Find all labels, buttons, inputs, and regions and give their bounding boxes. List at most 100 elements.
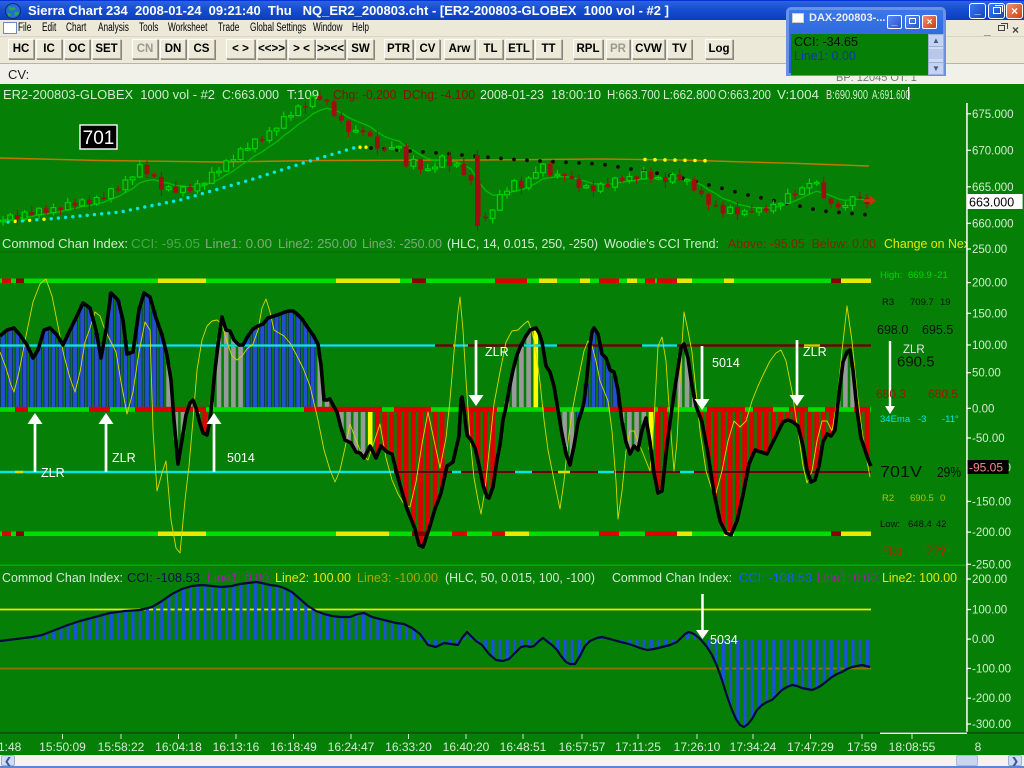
svg-text:ZLR: ZLR bbox=[112, 451, 136, 465]
svg-text:ZLR: ZLR bbox=[485, 345, 509, 359]
svg-text:680.3: 680.3 bbox=[876, 387, 906, 401]
svg-text:Commod Chan Index:: Commod Chan Index: bbox=[2, 237, 128, 251]
svg-text:18:00:10: 18:00:10 bbox=[551, 87, 601, 102]
svg-text:250.00: 250.00 bbox=[972, 244, 1007, 256]
svg-text:5014: 5014 bbox=[712, 356, 740, 370]
svg-text:1:48: 1:48 bbox=[0, 740, 22, 754]
svg-text:R3: R3 bbox=[882, 297, 894, 308]
svg-text:Woodie's CCI Trend:: Woodie's CCI Trend: bbox=[604, 237, 719, 251]
svg-text:16:33:20: 16:33:20 bbox=[385, 740, 432, 754]
svg-text:16:57:57: 16:57:57 bbox=[559, 740, 606, 754]
svg-text:-150.00: -150.00 bbox=[972, 496, 1011, 508]
svg-text:CCI: -108.53: CCI: -108.53 bbox=[127, 571, 200, 585]
svg-text:-200.00: -200.00 bbox=[972, 527, 1011, 539]
svg-text:C:663.000: C:663.000 bbox=[222, 87, 279, 102]
svg-text:2008-01-23: 2008-01-23 bbox=[480, 87, 544, 102]
svg-text:ZLR: ZLR bbox=[803, 345, 827, 359]
svg-text:-11°: -11° bbox=[942, 414, 959, 425]
svg-text:-50.00: -50.00 bbox=[972, 433, 1005, 445]
svg-text:690.5: 690.5 bbox=[910, 493, 934, 504]
svg-text:690.5: 690.5 bbox=[897, 354, 935, 371]
svg-text:100.00: 100.00 bbox=[972, 605, 1007, 617]
svg-text:CCI: -95.05: CCI: -95.05 bbox=[131, 237, 200, 251]
svg-text:16:40:20: 16:40:20 bbox=[443, 740, 490, 754]
svg-text:ZLR: ZLR bbox=[903, 344, 925, 356]
svg-text:V:1004: V:1004 bbox=[777, 87, 819, 102]
svg-text:0: 0 bbox=[940, 493, 945, 504]
svg-text:-300.00: -300.00 bbox=[972, 719, 1011, 731]
svg-text:-3: -3 bbox=[918, 414, 926, 425]
svg-text:150.00: 150.00 bbox=[972, 308, 1007, 320]
svg-text:200.00: 200.00 bbox=[972, 278, 1007, 290]
svg-text:29%: 29% bbox=[937, 464, 961, 481]
svg-text:17:59: 17:59 bbox=[847, 740, 877, 754]
svg-text:0.00: 0.00 bbox=[972, 403, 994, 415]
svg-text:Line1: 0.00: Line1: 0.00 bbox=[817, 571, 877, 585]
svg-text:Line2: 250.00: Line2: 250.00 bbox=[278, 237, 357, 251]
svg-text:L:662.800: L:662.800 bbox=[663, 87, 716, 102]
svg-text:Chg: -0.200 DChg: -4.100: Chg: -0.200 DChg: -4.100 bbox=[333, 87, 475, 102]
svg-text:-21: -21 bbox=[934, 270, 948, 281]
svg-text:Flat: Flat bbox=[882, 544, 903, 558]
svg-text:680.5: 680.5 bbox=[928, 387, 958, 401]
svg-text:16:24:47: 16:24:47 bbox=[328, 740, 375, 754]
svg-text:17:26:10: 17:26:10 bbox=[674, 740, 721, 754]
svg-text:15:50:09: 15:50:09 bbox=[39, 740, 86, 754]
svg-text:648.4: 648.4 bbox=[908, 519, 932, 530]
svg-text:Above: -95.05 Below: 0.00: Above: -95.05 Below: 0.00 bbox=[728, 237, 876, 251]
svg-text:698.0: 698.0 bbox=[877, 323, 908, 337]
svg-text:42: 42 bbox=[936, 519, 947, 530]
svg-text:17:34:24: 17:34:24 bbox=[730, 740, 777, 754]
svg-text:663.000: 663.000 bbox=[969, 196, 1014, 210]
svg-text:Line1: 0.00: Line1: 0.00 bbox=[205, 237, 272, 251]
svg-text:34Ema: 34Ema bbox=[880, 414, 911, 425]
svg-text:Commod Chan Index:: Commod Chan Index: bbox=[2, 571, 123, 585]
svg-text:669.9: 669.9 bbox=[908, 270, 932, 281]
svg-text:17:47:29: 17:47:29 bbox=[787, 740, 834, 754]
svg-text:ER2-200803-GLOBEX 1000 vol -: ER2-200803-GLOBEX 1000 vol - #2 bbox=[3, 87, 215, 102]
svg-text:(HLC, 50, 0.015, 100, -100): (HLC, 50, 0.015, 100, -100) bbox=[445, 571, 595, 585]
svg-text:-250.00: -250.00 bbox=[972, 559, 1011, 571]
svg-text:0.00: 0.00 bbox=[972, 634, 994, 646]
svg-text:A:691.600: A:691.600 bbox=[872, 87, 910, 102]
svg-text:O:663.200: O:663.200 bbox=[718, 87, 771, 102]
svg-text:8: 8 bbox=[975, 740, 982, 754]
svg-text:665.000: 665.000 bbox=[972, 182, 1014, 194]
svg-text:-95.05: -95.05 bbox=[969, 461, 1003, 475]
svg-text:701: 701 bbox=[83, 128, 115, 149]
svg-text:Line2: 100.00: Line2: 100.00 bbox=[275, 571, 351, 585]
svg-text:B:690.900: B:690.900 bbox=[826, 87, 868, 102]
svg-text:High:: High: bbox=[880, 270, 902, 281]
svg-text:200.00: 200.00 bbox=[972, 574, 1007, 586]
svg-text:ZLR: ZLR bbox=[41, 466, 65, 480]
svg-text:Change on Nex: Change on Nex bbox=[884, 237, 971, 251]
svg-text:5014: 5014 bbox=[227, 451, 255, 465]
svg-text:16:13:16: 16:13:16 bbox=[213, 740, 260, 754]
svg-text:5034: 5034 bbox=[710, 633, 738, 647]
svg-text:17:11:25: 17:11:25 bbox=[615, 740, 661, 754]
svg-text:Low:: Low: bbox=[880, 519, 900, 530]
svg-text:709.7: 709.7 bbox=[910, 297, 934, 308]
svg-text:Line3: -100.00: Line3: -100.00 bbox=[357, 571, 438, 585]
svg-text:???: ??? bbox=[926, 544, 946, 558]
svg-text:50.00: 50.00 bbox=[972, 368, 1001, 380]
svg-text:Line2: 100.00: Line2: 100.00 bbox=[882, 571, 957, 585]
svg-text:-200.00: -200.00 bbox=[972, 693, 1011, 705]
svg-text:Commod Chan Index:: Commod Chan Index: bbox=[612, 571, 732, 585]
svg-text:R2: R2 bbox=[882, 493, 894, 504]
svg-text:H:663.700: H:663.700 bbox=[607, 87, 660, 102]
svg-text:16:04:18: 16:04:18 bbox=[155, 740, 202, 754]
svg-text:660.000: 660.000 bbox=[972, 218, 1014, 230]
svg-text:670.000: 670.000 bbox=[972, 145, 1014, 157]
svg-text:695.5: 695.5 bbox=[922, 323, 953, 337]
svg-text:16:48:51: 16:48:51 bbox=[500, 740, 547, 754]
svg-text:701V: 701V bbox=[880, 464, 922, 481]
svg-text:18:08:55: 18:08:55 bbox=[889, 740, 936, 754]
svg-text:Line3: -250.00: Line3: -250.00 bbox=[362, 237, 442, 251]
svg-text:15:58:22: 15:58:22 bbox=[98, 740, 145, 754]
svg-text:-100.00: -100.00 bbox=[972, 663, 1011, 675]
svg-text:100.00: 100.00 bbox=[972, 340, 1007, 352]
svg-text:CCI: -108.53: CCI: -108.53 bbox=[739, 571, 812, 585]
svg-text:19: 19 bbox=[940, 297, 951, 308]
svg-text:(HLC, 14, 0.015, 250, -250): (HLC, 14, 0.015, 250, -250) bbox=[447, 237, 598, 251]
